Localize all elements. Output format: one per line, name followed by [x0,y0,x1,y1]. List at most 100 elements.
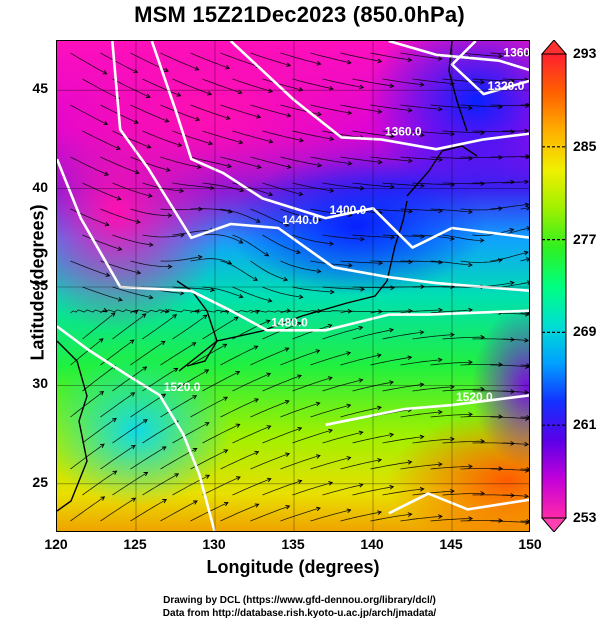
streamline-arrowhead [437,357,443,363]
streamline-arrowhead [437,56,443,61]
streamline [190,396,228,418]
streamline-arrowhead [346,351,352,356]
streamline-arrowhead [255,218,261,223]
streamline-arrowhead [498,53,503,59]
streamline [250,208,289,227]
streamline [160,256,202,262]
streamline [400,260,443,263]
colorbar-svg [540,39,568,533]
credit-drawing: Drawing by DCL (https://www.gfd-dennou.o… [163,595,436,606]
colorbar [539,39,569,533]
streamline-arrowhead [285,452,291,457]
streamline [322,234,364,240]
streamline [82,130,121,150]
streamline-arrowhead [378,260,384,266]
streamline [250,52,291,66]
streamline-arrowhead [298,294,304,300]
streamline-arrowhead [407,57,413,63]
streamline-arrowhead [235,476,241,481]
contour-line [57,158,529,332]
streamline [82,182,121,200]
streamline-arrowhead [196,164,202,170]
colorbar-tick-label: 277 [573,230,597,247]
streamline [262,480,302,496]
streamline [262,78,303,91]
streamline [442,130,485,134]
streamline-arrowhead [204,369,210,374]
streamline-arrowhead [222,343,228,348]
streamline-arrowhead [407,512,413,517]
streamline [100,208,140,223]
streamline-arrowhead [117,246,123,251]
streamline [190,156,232,168]
streamline [130,208,172,216]
streamline-arrowhead [146,144,152,149]
streamline [112,366,147,392]
streamline-arrowhead [266,477,272,483]
streamline [400,463,442,470]
streamline [502,78,529,81]
streamline [322,182,364,189]
streamline [460,520,503,522]
streamline-arrowhead [164,308,170,314]
streamline-arrowhead [202,314,208,320]
streamline [172,422,209,444]
streamline-arrowhead [526,519,529,524]
streamline [442,234,484,241]
streamline-arrowhead [317,111,322,117]
streamline-arrowhead [317,162,323,168]
streamline-arrowhead [377,159,383,165]
streamline [172,130,213,145]
streamline-arrowhead [99,390,105,396]
streamline [160,52,199,71]
streamline [520,258,529,262]
streamline-arrowhead [316,506,321,512]
streamline [70,309,108,314]
streamline-arrowhead [238,139,244,145]
streamline [292,429,333,444]
contour-label: 1400.0 [330,203,367,217]
streamline-arrowhead [133,119,139,124]
streamline [310,404,351,418]
streamline [400,359,442,366]
streamline-arrowhead [389,83,395,89]
contour-label: 1520.0 [456,390,493,404]
streamline [82,418,117,444]
streamline [370,52,412,61]
streamline [292,130,334,140]
streamline-arrowhead [315,349,321,354]
streamline-arrowhead [347,110,353,115]
streamline [220,52,260,68]
streamline [100,52,138,73]
streamline [460,259,502,263]
streamline [490,468,529,472]
streamline-arrowhead [98,338,104,343]
streamline [370,104,412,111]
contour-label: 1360.0 [385,124,422,138]
streamline-arrowhead [346,59,352,65]
streamline [142,78,181,97]
streamline-arrowhead [268,191,274,197]
streamline-arrowhead [284,347,290,352]
streamline [460,364,503,366]
streamline [412,490,454,496]
streamline-arrowhead [172,314,178,319]
streamline-arrowhead [407,355,413,361]
streamline-arrowhead [173,367,179,373]
streamline [382,234,425,237]
streamline-arrowhead [253,345,259,350]
contour-line [450,41,529,96]
streamline [202,286,243,298]
streamline-arrowhead [160,340,166,346]
streamline [202,316,239,340]
streamline [412,78,454,84]
streamline [142,420,179,444]
y-tick-label: 25 [32,473,48,490]
streamline [520,364,529,367]
streamline-arrowhead [192,447,198,453]
streamline-arrowhead [390,235,396,240]
streamline-arrowhead [112,417,117,423]
streamline-arrowhead [419,382,425,388]
streamline-arrowhead [179,290,185,296]
streamline [130,260,172,268]
